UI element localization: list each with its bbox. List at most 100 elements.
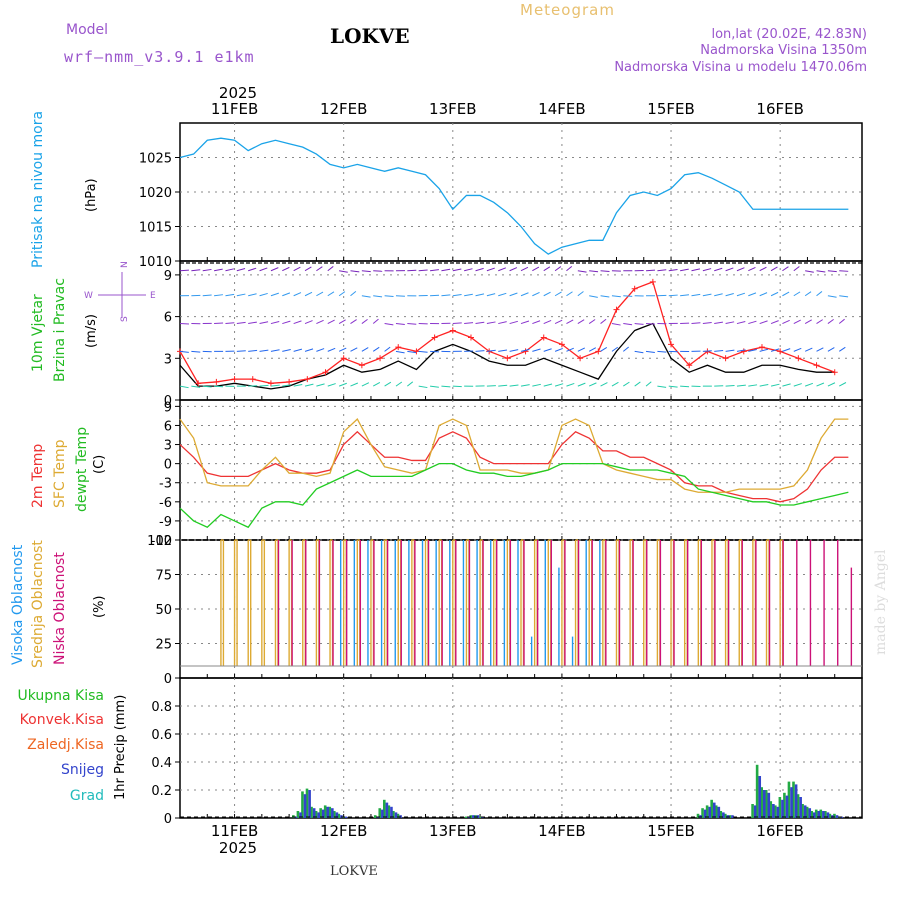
pressure-unit: (hPa): [84, 178, 99, 212]
wind-arrow-2-400: [362, 319, 368, 323]
compass-w: W: [84, 291, 93, 301]
precip-label-total: Ukupna Kisa: [17, 688, 104, 704]
top-date-11feb: 11FEB: [211, 100, 258, 118]
wind-gust-mark-31: [741, 348, 747, 354]
wind-arrow-2-1250: [748, 321, 756, 323]
precip-bar-1-14: [386, 803, 389, 818]
wind-arrow-2-300: [316, 320, 323, 323]
bottom-date-11feb: 11FEB: [211, 822, 258, 840]
precip-bar-1-24: [708, 807, 711, 818]
meteogram-title: Meteogram: [520, 1, 615, 19]
wind-arrow-2-350: [339, 320, 345, 324]
precip-bar-1-11: [345, 817, 348, 818]
wind-arrow-0-75: [214, 386, 223, 387]
wind-arrow-2-1125: [692, 323, 701, 324]
wind-arrow-4-1150: [703, 269, 711, 271]
wind-ylabel1: 10m Vjetar: [30, 294, 46, 372]
panels: 10101015102010250369-12-9-6-303690255075…: [139, 123, 862, 827]
bottom-date-14feb: 14FEB: [538, 822, 585, 840]
precip-bar-1-48: [836, 815, 839, 818]
wind-arrow-0-1225: [737, 385, 746, 386]
wind-arrow-4-1325: [782, 267, 788, 271]
wind-arrow-4-1300: [771, 267, 777, 271]
wind-arrow-0-475: [396, 382, 402, 386]
wind-arrow-3-1425: [828, 296, 837, 297]
wind-arrow-1-150: [248, 350, 257, 351]
wind-arrow-3-1450: [839, 296, 848, 297]
wind-arrow-1-325: [328, 348, 335, 351]
wind-arrow-0-1050: [657, 386, 666, 387]
wind-arrow-3-975: [623, 296, 632, 297]
wind-arrow-1-1375: [805, 348, 812, 351]
wind-gust-mark-11: [377, 355, 383, 361]
wind-arrow-1-400: [362, 348, 368, 352]
wind-arrow-0-875: [578, 383, 586, 386]
wind-arrow-2-1450: [839, 319, 844, 323]
wind-arrow-3-850: [566, 292, 572, 296]
precip-label-hail: Grad: [70, 788, 104, 804]
wind-arrow-3-1225: [737, 293, 745, 296]
wind-arrow-4-1125: [692, 269, 700, 271]
wind-arrow-3-300: [316, 292, 323, 296]
wind-arrow-4-675: [487, 268, 495, 271]
wind-arrow-4-1100: [680, 269, 689, 271]
wind-arrow-0-350: [339, 383, 347, 386]
precip-bar-1-37: [786, 796, 789, 818]
cloud-unit: (%): [92, 596, 107, 619]
wind-arrow-2-475: [396, 324, 405, 325]
top-date-13feb: 13FEB: [429, 100, 476, 118]
wind-arrow-4-725: [510, 268, 517, 271]
top-date-12feb: 12FEB: [320, 100, 367, 118]
wind-gust-mark-32: [759, 344, 765, 350]
wind-arrow-2-850: [566, 320, 573, 324]
wind-arrow-4-650: [476, 268, 484, 270]
wind-arrow-0-550: [430, 386, 439, 387]
wind-arrow-3-175: [260, 293, 268, 295]
wind-arrow-1-250: [294, 349, 302, 351]
wind-arrow-2-825: [555, 320, 562, 323]
wind-arrow-3-275: [305, 292, 312, 295]
wind-arrow-1-175: [260, 350, 269, 351]
wind-arrow-4-250: [294, 267, 301, 271]
wind-arrow-0-175: [260, 385, 269, 386]
wind-gust-mark-3: [232, 376, 238, 382]
wind-arrow-0-1325: [782, 384, 790, 386]
pressure-ytick-label-0: 1010: [139, 255, 172, 270]
wind-arrow-2-900: [589, 319, 595, 323]
wind-arrow-4-275: [305, 267, 311, 271]
temperature-series-0: [180, 432, 848, 502]
wind-arrow-4-25: [191, 270, 200, 271]
wind-arrow-4-1025: [646, 270, 655, 271]
wind-arrow-4-875: [578, 271, 587, 272]
wind-arrow-1-775: [532, 349, 540, 351]
compass-e: E: [150, 291, 156, 301]
wind-arrow-3-225: [282, 293, 290, 296]
wind-arrow-3-550: [430, 295, 439, 296]
wind-arrow-0-1425: [828, 383, 835, 386]
top-date-16feb: 16FEB: [756, 100, 803, 118]
bottom-date-16feb: 16FEB: [756, 822, 803, 840]
wind-frame: [180, 261, 862, 400]
wind-gust-mark-12: [395, 344, 401, 350]
top-date-15feb: 15FEB: [647, 100, 694, 118]
wind-unit: (m/s): [84, 314, 99, 348]
wind-arrow-0-750: [521, 385, 530, 386]
wind-arrow-3-425: [373, 296, 382, 297]
precip-bar-1-33: [768, 793, 771, 818]
wind-arrow-4-100: [225, 269, 233, 271]
wind-arrow-2-1325: [782, 320, 789, 323]
bottom-date-13feb: 13FEB: [429, 822, 476, 840]
wind-arrow-4-800: [544, 267, 550, 271]
wind-arrow-0-900: [589, 383, 596, 386]
precip-label-frz: Zaledj.Kisa: [27, 737, 104, 753]
wind-arrow-4-225: [282, 267, 289, 270]
wind-compass: N W E S: [84, 261, 156, 322]
temp-ylabel2: SFC Temp: [52, 439, 68, 508]
wind-arrow-2-975: [623, 324, 632, 325]
temperature-series-2: [180, 464, 848, 528]
watermark: made by Angel: [873, 549, 889, 655]
pressure-ytick-label-2: 1020: [139, 186, 172, 201]
